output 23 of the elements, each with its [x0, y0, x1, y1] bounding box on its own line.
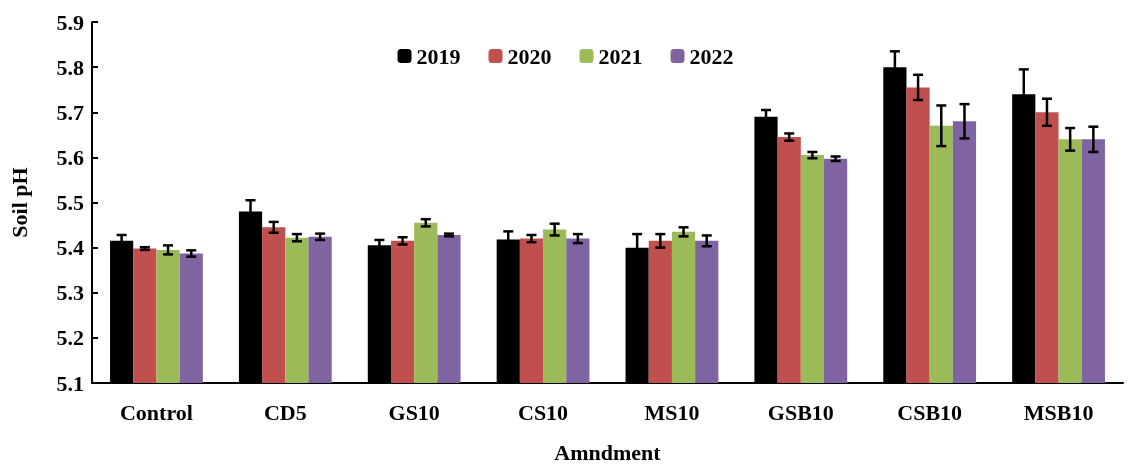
y-tick-label: 5.6 [56, 144, 84, 170]
x-tick-label: CSB10 [897, 399, 963, 425]
y-tick-label: 5.8 [56, 54, 84, 80]
y-tick-label: 5.7 [56, 99, 84, 125]
x-tick-label: CD5 [263, 399, 307, 425]
x-tick-label: Control [119, 399, 193, 425]
y-tick-label: 5.3 [56, 280, 84, 306]
y-tick-label: 5.2 [56, 325, 84, 351]
x-tick-label: MS10 [644, 399, 700, 425]
legend-label: 2020 [507, 43, 552, 69]
legend-label: 2019 [416, 43, 461, 69]
y-axis-title: Soil pH [6, 167, 32, 238]
x-axis-title: Amndment [554, 439, 662, 465]
y-tick-label: 5.1 [56, 370, 84, 396]
y-tick-label: 5.9 [56, 9, 84, 35]
y-tick-label: 5.5 [56, 190, 84, 215]
legend-label: 2022 [689, 43, 734, 69]
x-tick-label: GSB10 [767, 399, 834, 425]
x-tick-label: GS10 [388, 399, 440, 425]
x-tick-label: CS10 [518, 399, 569, 425]
y-tick-label: 5.4 [56, 235, 84, 261]
legend-label: 2021 [598, 43, 643, 69]
x-tick-label: MSB10 [1023, 399, 1094, 425]
